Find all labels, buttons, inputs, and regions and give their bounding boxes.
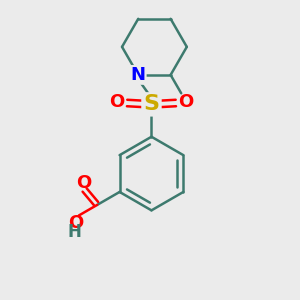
Text: H: H [68, 223, 81, 241]
Text: S: S [143, 94, 160, 114]
Text: O: O [76, 174, 91, 192]
Text: N: N [131, 66, 146, 84]
Text: O: O [110, 93, 124, 111]
Text: O: O [68, 214, 83, 232]
Text: O: O [178, 93, 194, 111]
